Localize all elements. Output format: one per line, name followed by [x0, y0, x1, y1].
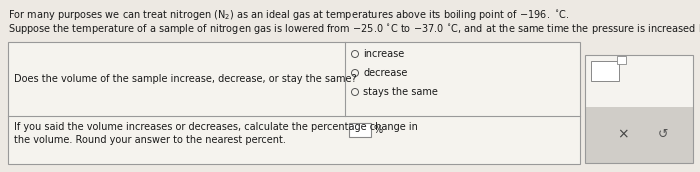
- Text: If you said the volume increases or decreases, calculate the percentage change i: If you said the volume increases or decr…: [14, 122, 418, 132]
- Text: ×: ×: [617, 128, 629, 142]
- Bar: [8, 42, 580, 164]
- Text: %: %: [374, 125, 383, 135]
- Bar: [349, 123, 371, 137]
- Text: For many purposes we can treat nitrogen $\left(\mathrm{N_2}\right)$ as an ideal : For many purposes we can treat nitrogen …: [8, 8, 570, 22]
- Text: increase: increase: [363, 49, 405, 59]
- Text: the volume. Round your answer to the nearest percent.: the volume. Round your answer to the nea…: [14, 135, 286, 145]
- Text: Does the volume of the sample increase, decrease, or stay the same?: Does the volume of the sample increase, …: [14, 74, 356, 84]
- Text: Suppose the temperature of a sample of nitrogen gas is lowered from $-25.0\ ^{\c: Suppose the temperature of a sample of n…: [8, 22, 700, 36]
- Bar: [585, 55, 693, 107]
- Text: ↺: ↺: [657, 128, 668, 141]
- Bar: [617, 56, 626, 64]
- Text: decrease: decrease: [363, 68, 407, 78]
- Bar: [585, 55, 693, 163]
- Bar: [585, 107, 693, 163]
- Bar: [591, 61, 619, 81]
- Text: stays the same: stays the same: [363, 87, 438, 97]
